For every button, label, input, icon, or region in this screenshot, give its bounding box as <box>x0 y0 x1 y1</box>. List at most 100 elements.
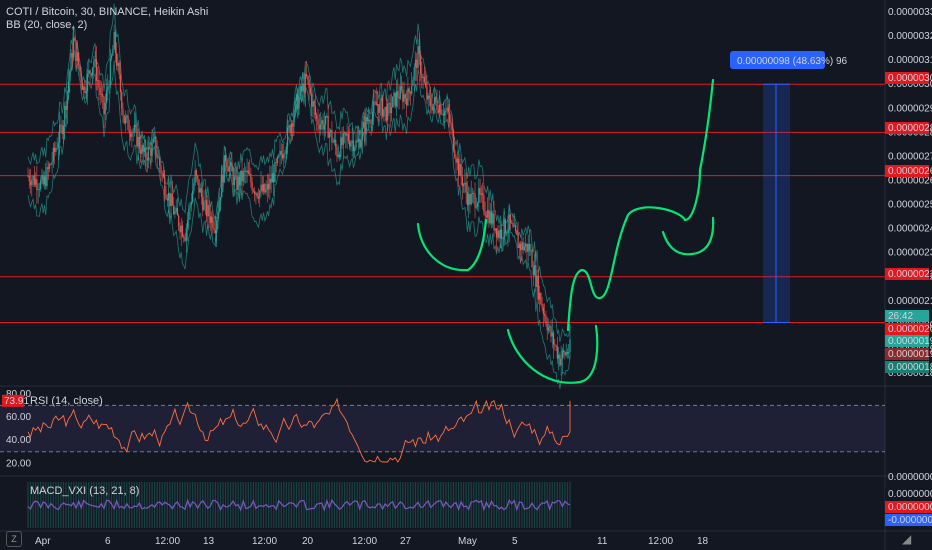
candle-body <box>304 74 306 94</box>
candle-body <box>123 115 125 124</box>
candle-body <box>565 352 567 356</box>
candle-body <box>461 176 463 187</box>
candle-body <box>498 230 500 239</box>
candle-body <box>154 136 156 139</box>
candle-body <box>394 92 396 107</box>
candle-body <box>495 228 498 238</box>
candle-body <box>189 205 191 209</box>
candle-body <box>159 157 161 166</box>
price-tick-label: 0.00000240 <box>888 224 932 235</box>
candle-body <box>473 192 475 194</box>
rsi-label: RSI (14, close) <box>30 395 103 407</box>
candle-body <box>188 208 190 220</box>
candle-body <box>160 165 162 174</box>
candle-body <box>29 181 32 186</box>
candle-body <box>352 140 355 152</box>
candle-body <box>289 125 291 134</box>
candle-body <box>404 94 406 99</box>
candle-body <box>450 122 452 125</box>
candle-body <box>454 150 456 158</box>
time-axis-label: 6 <box>105 536 111 547</box>
price-tick-label: 0.00000210 <box>888 296 932 307</box>
candle-body <box>314 106 317 116</box>
candle-body <box>181 225 184 237</box>
time-axis-label: 12:00 <box>155 536 180 547</box>
candle-body <box>128 130 130 134</box>
candle-body <box>436 101 438 110</box>
symbol-legend: COTI / Bitcoin, 30, BINANCE, Heikin Ashi <box>6 6 212 18</box>
time-axis-label: 20 <box>302 536 314 547</box>
candle-body <box>65 105 67 110</box>
candle-body <box>98 80 100 88</box>
candle-body <box>336 147 338 157</box>
candle-body <box>568 352 570 354</box>
candle-body <box>449 112 451 123</box>
candle-body <box>232 171 234 186</box>
candle-body <box>262 184 265 192</box>
candle-body <box>56 147 58 149</box>
candle-body <box>200 188 203 197</box>
candle-body <box>285 146 287 153</box>
candle-body <box>517 234 519 249</box>
candle-body <box>499 229 501 239</box>
price-tick-label: 0.00000270 <box>888 151 932 162</box>
scale-settings-icon[interactable]: Z <box>6 531 22 547</box>
candle-body <box>308 79 310 89</box>
candle-body <box>279 150 281 156</box>
candle-body <box>463 184 465 187</box>
candle-body <box>541 304 543 308</box>
projection-curve <box>661 216 715 256</box>
price-tag-label: 0.00000220 <box>888 269 932 280</box>
candle-body <box>74 37 76 41</box>
candle-body <box>535 264 537 288</box>
candle-body <box>47 167 49 169</box>
candle-body <box>309 88 311 94</box>
rsi-band-fill <box>0 405 885 452</box>
candle-body <box>406 98 408 106</box>
candle-body <box>460 164 462 177</box>
time-axis-label: 13 <box>203 536 215 547</box>
candle-body <box>319 123 322 130</box>
candle-body <box>351 140 353 143</box>
price-tag <box>885 361 929 373</box>
candle-body <box>480 193 482 195</box>
candle-body <box>40 180 42 189</box>
candle-body <box>297 94 299 109</box>
candle-body <box>173 205 175 215</box>
candle-body <box>513 225 515 227</box>
candle-body <box>373 101 375 113</box>
candle-body <box>547 327 550 331</box>
candle-body <box>544 313 546 316</box>
candle-body <box>295 94 298 101</box>
candle-body <box>497 230 499 238</box>
time-axis-label: 5 <box>512 536 518 547</box>
candle-body <box>237 176 239 191</box>
candle-body <box>37 189 39 191</box>
candle-body <box>442 113 444 116</box>
candle-body <box>560 358 562 366</box>
candle-body <box>290 123 293 134</box>
candle-body <box>416 59 418 69</box>
candle-body <box>43 176 46 185</box>
candle-body <box>151 142 153 156</box>
candle-body <box>487 209 489 218</box>
candle-body <box>537 275 539 300</box>
candle-body <box>364 122 366 134</box>
candle-body <box>152 138 154 143</box>
candle-body <box>507 229 509 233</box>
candle-body <box>475 206 477 208</box>
candle-body <box>99 87 101 95</box>
candle-body <box>356 140 358 142</box>
candle-body <box>93 61 95 68</box>
candle-body <box>102 94 104 98</box>
candle-body <box>190 202 192 206</box>
candle-body <box>162 173 165 178</box>
candle-body <box>558 354 560 359</box>
candle-body <box>522 242 524 251</box>
candle-body <box>422 76 424 78</box>
candle-body <box>378 104 380 113</box>
candle-body <box>141 144 143 154</box>
price-tag-label: 0.00000197 <box>888 336 932 347</box>
candle-body <box>478 187 480 203</box>
